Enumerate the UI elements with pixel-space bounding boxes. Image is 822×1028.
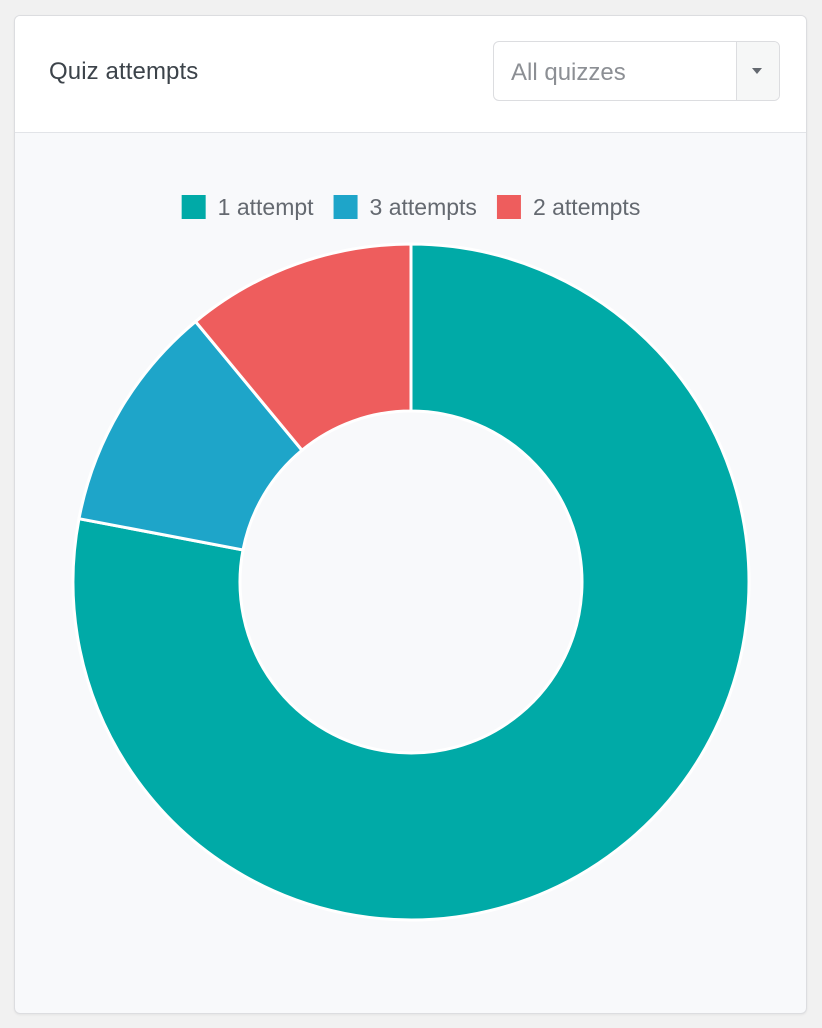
chart-legend: 1 attempt 3 attempts 2 attempts bbox=[181, 194, 640, 220]
legend-item-2-attempts[interactable]: 2 attempts bbox=[496, 194, 640, 220]
legend-label: 1 attempt bbox=[218, 194, 314, 220]
card-title: Quiz attempts bbox=[49, 58, 199, 85]
attempts-doughnut-chart: 1 attempt 3 attempts 2 attempts bbox=[71, 194, 751, 922]
select-toggle[interactable] bbox=[736, 42, 779, 100]
chevron-down-icon bbox=[752, 68, 762, 74]
slice-1-attempt[interactable] bbox=[71, 242, 751, 922]
legend-item-3-attempts[interactable]: 3 attempts bbox=[333, 194, 477, 220]
legend-label: 3 attempts bbox=[370, 194, 477, 220]
legend-swatch bbox=[181, 195, 206, 219]
card-header: Quiz attempts All quizzes bbox=[15, 16, 806, 133]
quiz-filter-value: All quizzes bbox=[511, 59, 626, 86]
quiz-filter-select[interactable]: All quizzes bbox=[493, 41, 780, 101]
legend-swatch bbox=[333, 195, 358, 219]
slice-2-attempts[interactable] bbox=[193, 242, 413, 453]
chart-slices bbox=[71, 242, 751, 922]
legend-item-1-attempt[interactable]: 1 attempt bbox=[181, 194, 314, 220]
slice-3-attempts[interactable] bbox=[77, 319, 305, 552]
legend-label: 2 attempts bbox=[533, 194, 640, 220]
legend-swatch bbox=[496, 195, 521, 219]
quiz-attempts-card: Quiz attempts All quizzes 1 attempt 3 att… bbox=[14, 15, 807, 1014]
